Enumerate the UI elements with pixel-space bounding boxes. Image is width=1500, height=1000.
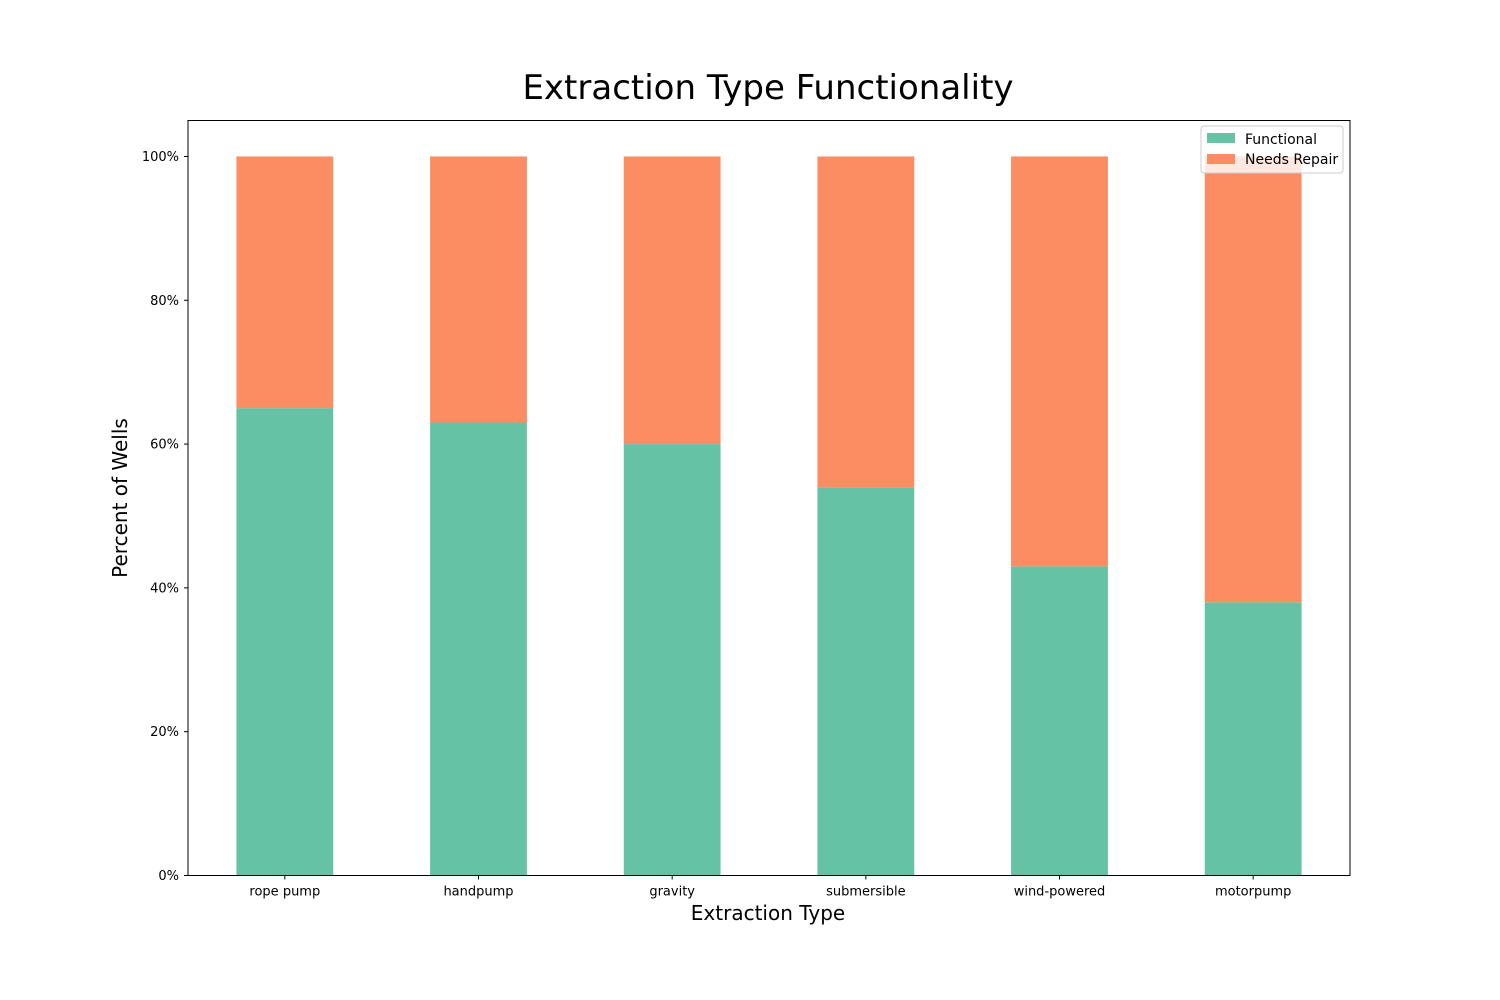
bar-needs-repair-wind-powered: [1011, 156, 1108, 567]
plot-frame: [187, 120, 1351, 876]
x-tick-label: wind-powered: [1014, 885, 1106, 900]
x-tick-label: rope pump: [249, 885, 320, 900]
legend-swatch-needs-repair: [1207, 154, 1235, 164]
y-tick-label: 100%: [142, 150, 179, 165]
legend-swatch-functional: [1207, 133, 1235, 143]
bar-needs-repair-rope-pump: [236, 156, 334, 409]
y-tick-label: 80%: [150, 294, 179, 309]
bar-needs-repair-gravity: [623, 156, 721, 445]
x-tick-label: motorpump: [1215, 885, 1291, 900]
bar-needs-repair-motorpump: [1204, 156, 1302, 603]
bar-functional-submersible: [817, 487, 915, 876]
bar-functional-gravity: [623, 444, 721, 876]
y-tick-label: 0%: [158, 869, 179, 884]
bar-functional-rope-pump: [236, 408, 334, 876]
chart-title: Extraction Type Functionality: [522, 68, 1013, 108]
bar-functional-motorpump: [1204, 602, 1302, 876]
x-tick-label: gravity: [649, 885, 695, 900]
y-tick-label: 20%: [150, 725, 179, 740]
legend-label-functional: Functional: [1245, 132, 1317, 148]
y-tick-label: 40%: [150, 581, 179, 596]
bar-functional-wind-powered: [1011, 566, 1108, 876]
x-tick-label: handpump: [443, 885, 513, 900]
bar-needs-repair-submersible: [817, 156, 915, 488]
y-tick-label: 60%: [150, 438, 179, 453]
bars-group: [236, 156, 1302, 876]
bar-functional-handpump: [430, 422, 527, 876]
y-axis-label: Percent of Wells: [108, 418, 132, 578]
legend-frame: [1200, 125, 1344, 174]
bar-needs-repair-handpump: [430, 156, 527, 423]
legend: Functional Needs Repair: [1200, 125, 1344, 174]
x-axis: rope pump handpump gravity submersible wind-…: [249, 875, 1291, 900]
y-axis: 0% 20% 40% 60% 80% 100%: [142, 150, 188, 884]
x-axis-label: Extraction Type: [691, 901, 845, 925]
legend-label-needs-repair: Needs Repair: [1245, 152, 1338, 168]
x-tick-label: submersible: [826, 885, 906, 900]
